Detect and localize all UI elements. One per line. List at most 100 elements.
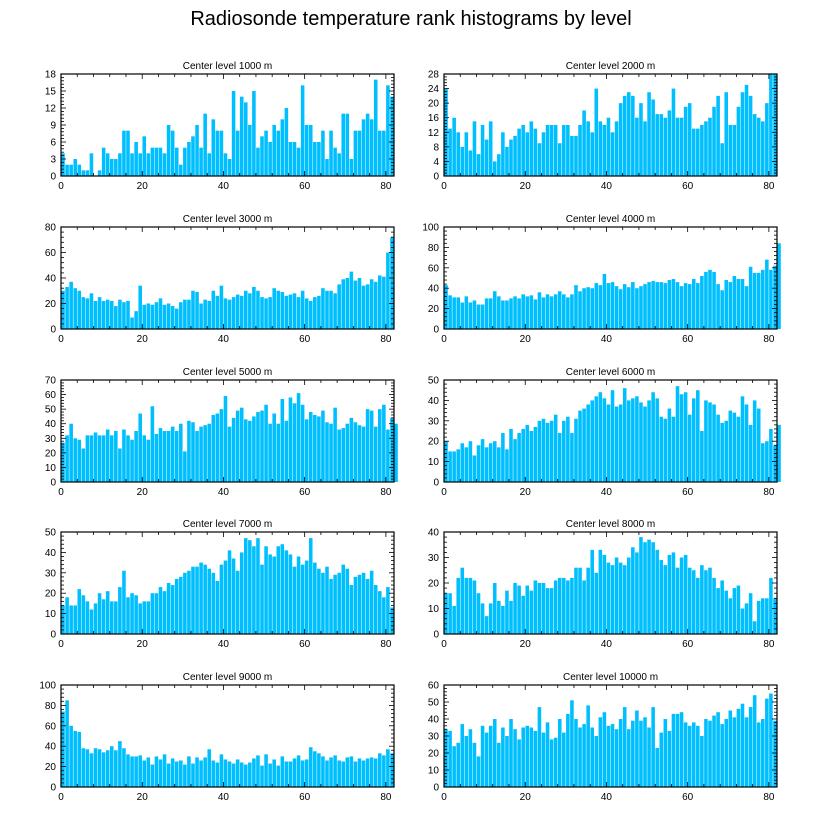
histogram-bar xyxy=(683,722,688,787)
histogram-bar xyxy=(321,410,325,482)
histogram-bar xyxy=(365,758,370,787)
histogram-bar xyxy=(537,583,542,634)
histogram-bar xyxy=(452,746,456,787)
histogram-bar xyxy=(501,605,505,634)
histogram-bar xyxy=(235,294,240,329)
histogram-bar xyxy=(553,580,558,634)
histogram-bar xyxy=(651,392,655,482)
histogram-bar xyxy=(712,715,716,787)
histogram-bar xyxy=(162,591,167,634)
histogram-bar xyxy=(748,95,753,176)
x-tick-label: 0 xyxy=(58,792,64,803)
histogram-bar xyxy=(353,422,358,482)
histogram-bar xyxy=(456,449,460,482)
histogram-bar xyxy=(464,447,469,482)
histogram-bar xyxy=(557,719,562,787)
histogram-bar xyxy=(444,729,448,787)
histogram-bar xyxy=(631,398,635,482)
histogram-bar xyxy=(618,103,623,176)
histogram-bar xyxy=(341,761,346,787)
histogram-bar xyxy=(296,755,301,787)
histogram-bar xyxy=(77,439,82,482)
histogram-bar xyxy=(378,591,382,634)
histogram-bar xyxy=(748,424,753,482)
histogram-bar xyxy=(317,416,321,482)
histogram-bar xyxy=(341,428,346,482)
histogram-bar xyxy=(525,585,530,634)
histogram-bar xyxy=(313,297,317,329)
histogram-bar xyxy=(476,445,481,482)
histogram-bar xyxy=(488,443,493,482)
histogram-bar xyxy=(130,153,134,176)
x-tick-label: 0 xyxy=(441,487,447,498)
histogram-bar xyxy=(130,593,134,634)
histogram-bar xyxy=(166,431,171,482)
histogram-bar xyxy=(105,591,110,634)
histogram-bar xyxy=(545,588,550,634)
histogram-bar xyxy=(77,164,82,176)
histogram-bar xyxy=(105,429,110,482)
histogram-bar xyxy=(256,147,260,176)
y-tick-label: 0 xyxy=(50,172,56,183)
histogram-bar xyxy=(655,114,659,176)
histogram-bar xyxy=(667,408,672,482)
histogram-bar xyxy=(300,760,305,787)
x-tick-label: 60 xyxy=(299,487,311,498)
histogram-bar xyxy=(300,564,305,634)
histogram-bar xyxy=(497,742,501,787)
histogram-bar xyxy=(191,763,195,787)
histogram-bar xyxy=(671,416,676,482)
histogram-bar xyxy=(292,142,297,176)
histogram-bar xyxy=(215,413,220,482)
histogram-bar xyxy=(566,125,570,176)
histogram-bar xyxy=(248,125,252,176)
histogram-bar xyxy=(549,296,554,329)
histogram-bar xyxy=(390,607,394,634)
histogram-bar xyxy=(288,554,293,634)
histogram-bar xyxy=(533,580,538,634)
y-tick-label: 20 xyxy=(45,762,57,773)
histogram-bar xyxy=(170,426,175,482)
histogram-bar xyxy=(716,284,720,329)
histogram-bar xyxy=(313,414,317,482)
histogram-bar xyxy=(280,292,285,329)
histogram-bar xyxy=(150,406,155,482)
histogram-bar xyxy=(509,298,513,329)
histogram-bar xyxy=(61,711,65,787)
histogram-bar xyxy=(533,299,538,329)
histogram-bar xyxy=(337,760,341,787)
y-tick-label: 20 xyxy=(45,448,57,459)
histogram-bar xyxy=(345,423,350,482)
histogram-bar xyxy=(373,758,378,787)
y-tick-label: 80 xyxy=(45,223,57,234)
histogram-bar xyxy=(598,717,603,787)
histogram-bar xyxy=(219,564,224,634)
histogram-bar xyxy=(260,410,264,482)
histogram-bar xyxy=(89,609,94,634)
histogram-bar xyxy=(687,414,692,482)
histogram-bar xyxy=(174,308,179,329)
y-tick-label: 10 xyxy=(45,463,57,474)
histogram-bar xyxy=(521,428,525,482)
histogram-bar xyxy=(691,570,696,634)
x-tick-label: 60 xyxy=(299,334,311,345)
histogram-bar xyxy=(610,724,615,787)
histogram-bar xyxy=(704,121,708,176)
histogram-bar xyxy=(720,290,724,329)
histogram-bar xyxy=(162,754,167,787)
histogram-bar xyxy=(460,443,465,482)
histogram-bar xyxy=(472,455,477,482)
histogram-bar xyxy=(101,147,106,176)
histogram-bar xyxy=(480,304,485,329)
histogram-bar xyxy=(464,132,469,176)
histogram-bar xyxy=(472,300,477,329)
histogram-bar xyxy=(610,132,615,176)
histogram-bar xyxy=(655,282,659,329)
histogram-bar xyxy=(235,130,240,176)
histogram-bar xyxy=(631,95,635,176)
histogram-bar xyxy=(215,295,220,329)
histogram-bar xyxy=(195,292,199,329)
histogram-bar xyxy=(679,712,684,787)
histogram-bar xyxy=(207,568,212,634)
y-tick-label: 10 xyxy=(428,457,440,468)
